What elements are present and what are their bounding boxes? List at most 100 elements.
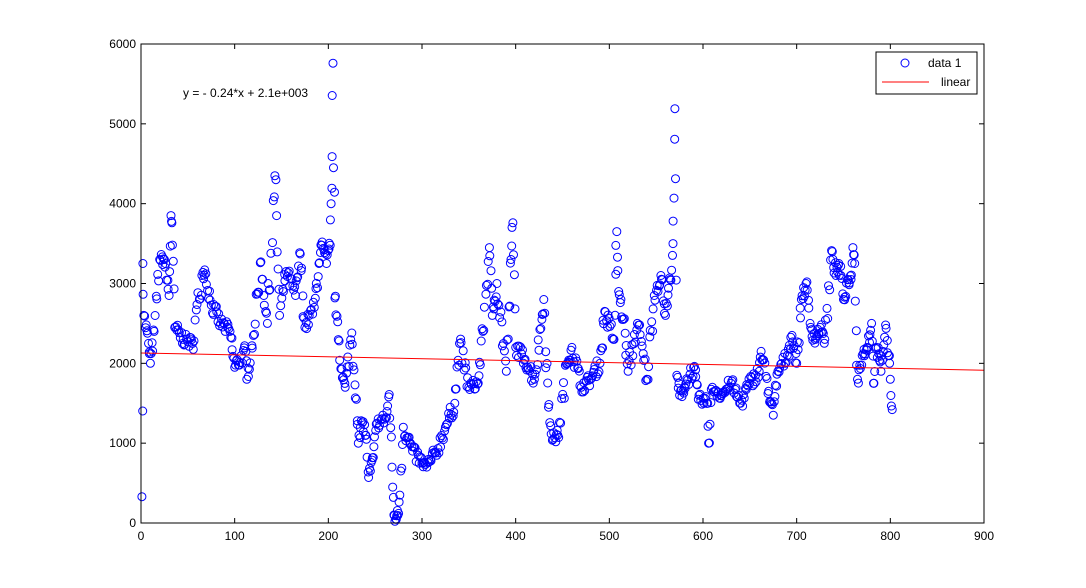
data-point xyxy=(169,284,179,294)
data-point xyxy=(479,325,489,335)
legend: data 1 linear xyxy=(875,51,978,95)
data-point xyxy=(351,394,361,404)
data-point xyxy=(188,344,198,354)
data-point xyxy=(225,326,235,336)
data-point xyxy=(756,346,766,356)
data-point xyxy=(481,289,491,299)
data-point xyxy=(481,280,491,290)
data-point xyxy=(331,310,341,320)
data-point xyxy=(264,285,274,295)
data-point xyxy=(485,251,495,261)
data-point xyxy=(605,321,615,331)
data-point xyxy=(200,265,210,275)
data-point xyxy=(697,399,707,409)
x-tick-label: 800 xyxy=(880,529,900,543)
data-point xyxy=(751,377,761,387)
data-point xyxy=(199,270,209,280)
data-point xyxy=(388,482,398,492)
data-point xyxy=(555,417,564,427)
data-point xyxy=(772,381,782,391)
data-point xyxy=(297,263,306,273)
data-point xyxy=(793,345,803,355)
data-point xyxy=(851,326,861,336)
data-point xyxy=(192,300,202,309)
data-point xyxy=(821,315,830,325)
data-point xyxy=(263,279,273,288)
data-point xyxy=(542,359,552,368)
data-point xyxy=(268,196,278,206)
data-point xyxy=(309,302,319,312)
data-point xyxy=(668,250,677,260)
data-point xyxy=(325,215,335,225)
data-point xyxy=(455,338,464,348)
data-point xyxy=(486,266,496,276)
data-point xyxy=(209,300,219,309)
data-point xyxy=(274,284,284,294)
data-point xyxy=(510,304,520,314)
data-point xyxy=(760,358,770,368)
data-point xyxy=(825,285,835,295)
data-point xyxy=(270,171,280,181)
data-point xyxy=(766,399,776,409)
x-tick-label: 700 xyxy=(787,529,807,543)
data-point xyxy=(138,259,148,268)
data-point xyxy=(138,406,148,416)
data-point xyxy=(327,91,337,100)
data-point xyxy=(576,382,586,392)
data-point xyxy=(292,273,302,283)
axes: 0 100 200 300 400 500 600 700 800 900 0 1000 2000 300… xyxy=(109,37,994,543)
data-point xyxy=(291,291,300,300)
data-point xyxy=(163,275,173,285)
data-point xyxy=(379,418,389,428)
x-tick-label: 400 xyxy=(506,529,526,543)
data-point xyxy=(287,274,297,284)
data-point xyxy=(272,211,282,221)
data-point xyxy=(137,492,147,502)
data-point xyxy=(671,275,681,285)
data-point xyxy=(846,275,856,284)
data-point xyxy=(245,358,255,368)
data-point xyxy=(295,249,305,259)
data-point xyxy=(885,358,895,368)
data-point xyxy=(476,336,486,346)
data-point xyxy=(478,326,488,336)
data-point xyxy=(324,244,334,254)
legend-marker-data1 xyxy=(900,58,910,68)
data-point xyxy=(865,330,875,340)
data-point xyxy=(537,310,547,319)
data-point xyxy=(867,318,877,328)
data-point xyxy=(205,286,214,296)
data-point xyxy=(598,343,608,353)
data-point xyxy=(166,211,176,221)
data-point xyxy=(423,458,433,468)
data-point xyxy=(836,261,846,271)
data-point xyxy=(609,334,619,344)
data-point xyxy=(442,419,452,428)
data-point xyxy=(242,374,252,384)
data-point xyxy=(692,380,702,390)
data-point xyxy=(848,243,858,253)
data-point xyxy=(322,250,332,260)
data-point xyxy=(819,338,829,348)
data-point xyxy=(881,323,891,333)
data-point xyxy=(869,378,879,388)
data-point xyxy=(665,275,675,284)
data-point xyxy=(652,285,661,295)
data-point xyxy=(277,293,287,303)
data-point xyxy=(850,296,860,306)
legend-box xyxy=(875,51,978,95)
data-point xyxy=(882,336,892,345)
data-point xyxy=(619,314,629,324)
data-point xyxy=(612,227,622,237)
data-point xyxy=(469,379,479,389)
data-point xyxy=(273,264,283,274)
data-point xyxy=(387,462,397,472)
data-point xyxy=(557,394,567,404)
data-point xyxy=(243,372,253,381)
data-point xyxy=(613,266,623,276)
data-point xyxy=(850,259,860,268)
data-point xyxy=(544,400,554,409)
data-point xyxy=(849,250,859,260)
data-point xyxy=(520,354,530,364)
linear-fit-line xyxy=(140,352,985,371)
